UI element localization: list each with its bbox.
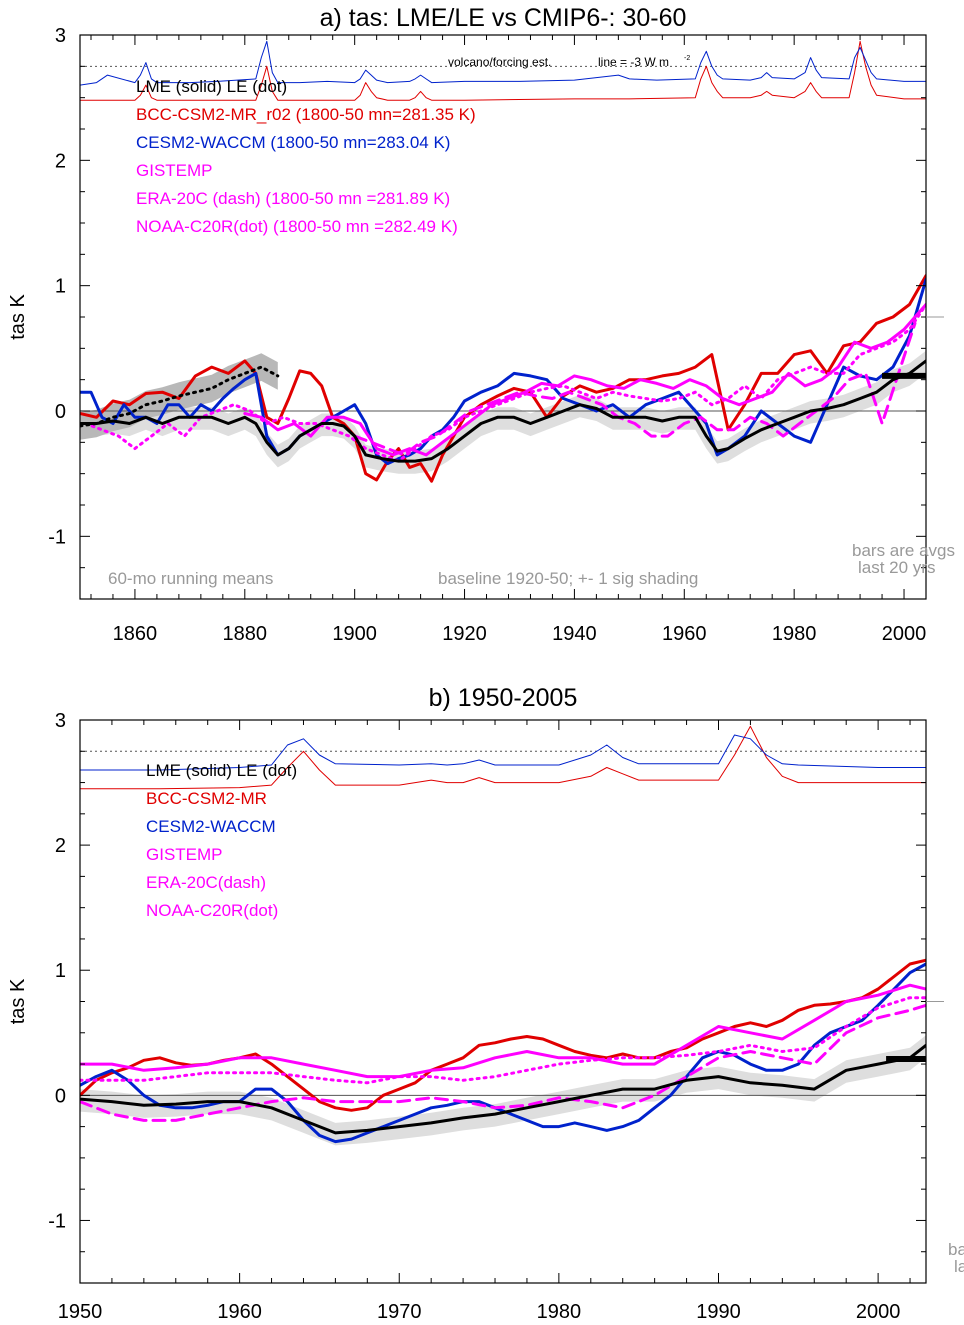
forcing-line-label-sup: -2 — [684, 55, 690, 62]
x-tick-label: 1920 — [442, 623, 487, 645]
series-gistemp — [80, 983, 926, 1079]
panel-a: -1 0 1 2 3 1860 1880 1900 1920 1940 1960 1980 2000 a)… — [7, 4, 955, 645]
y-tick-label: 1 — [55, 960, 66, 982]
bars-note: last 20 yrs — [858, 558, 935, 577]
x-tick-label: 2000 — [856, 1301, 901, 1323]
series-lme — [80, 359, 926, 463]
legend-entry: BCC-CSM2-MR_r02 (1800-50 mn=281.35 K) — [136, 105, 476, 124]
panel-b: -1 0 1 2 3 1950 1960 1970 1980 1990 2000 b) 1950-20… — [7, 684, 964, 1323]
legend-entry: ERA-20C(dash) — [146, 873, 266, 892]
legend-entry: CESM2-WACCM — [146, 817, 276, 836]
plot-area — [80, 40, 926, 483]
chart-title: b) 1950-2005 — [429, 684, 578, 712]
y-tick-label: 2 — [55, 150, 66, 172]
legend-entry: GISTEMP — [146, 845, 223, 864]
x-tick-label: 1960 — [662, 623, 707, 645]
bars-note: la — [954, 1257, 964, 1276]
legend-entry: BCC-CSM2-MR — [146, 789, 267, 808]
legend-entry: LME (solid) LE (dot) — [146, 761, 297, 780]
y-axis-label: tas K — [7, 294, 29, 340]
legend-entry: ERA-20C (dash) (1800-50 mn =281.89 K) — [136, 189, 450, 208]
y-tick-label: 2 — [55, 835, 66, 857]
x-tick-label: 1900 — [332, 623, 377, 645]
series-noaa-c20r — [80, 996, 926, 1085]
legend-entry: NOAA-C20R(dot) (1800-50 mn =282.49 K) — [136, 217, 458, 236]
y-tick-label: 1 — [55, 276, 66, 298]
series-forcing-bcc-volcano-est — [80, 725, 926, 790]
series-gistemp — [243, 303, 926, 457]
bars-note: ba — [948, 1240, 964, 1259]
forcing-line-label: line = -3 W m — [598, 55, 669, 69]
lme-spread-band — [80, 1035, 926, 1146]
x-tick-label: 1970 — [377, 1301, 422, 1323]
series-noaa-c20r — [84, 303, 926, 463]
series-le — [80, 365, 280, 428]
y-tick-label: 0 — [55, 401, 66, 423]
x-tick-label: 1950 — [58, 1301, 103, 1323]
series-forcing-bcc-volcano-est — [80, 40, 926, 101]
x-tick-label: 1990 — [696, 1301, 741, 1323]
y-tick-label: -1 — [48, 1210, 66, 1232]
x-tick-label: 1860 — [113, 623, 158, 645]
x-tick-label: 1940 — [552, 623, 597, 645]
volcano-forcing-label: volcano/forcing est. — [448, 55, 551, 69]
x-tick-label: 1980 — [772, 623, 817, 645]
series-era-20c — [80, 1003, 926, 1122]
y-tick-label: 0 — [55, 1085, 66, 1107]
series-era-20c — [353, 321, 917, 457]
series-lme — [80, 1043, 926, 1135]
legend-entry: LME (solid) LE (dot) — [136, 77, 287, 96]
series-bcc-csm2-mr-r02 — [80, 274, 926, 483]
y-axis-label: tas K — [7, 978, 29, 1024]
x-tick-label: 1980 — [537, 1301, 582, 1323]
x-tick-label: 2000 — [882, 623, 927, 645]
x-tick-label: 1960 — [217, 1301, 262, 1323]
bars-note: bars are avgs — [852, 541, 955, 560]
series-forcing-cesm-volcano-est — [80, 734, 926, 771]
chart-title: a) tas: LME/LE vs CMIP6-: 30-60 — [320, 4, 687, 32]
legend-entry: GISTEMP — [136, 161, 213, 180]
y-tick-label: -1 — [48, 526, 66, 548]
x-tick-label: 1880 — [223, 623, 268, 645]
legend-entry: CESM2-WACCM (1800-50 mn=283.04 K) — [136, 133, 450, 152]
y-tick-label: 3 — [55, 710, 66, 732]
baseline-note: baseline 1920-50; +- 1 sig shading — [438, 569, 698, 588]
series-forcing-cesm-volcano-est — [80, 40, 926, 86]
legend-entry: NOAA-C20R(dot) — [146, 901, 278, 920]
running-means-note: 60-mo running means — [108, 569, 273, 588]
y-tick-label: 3 — [55, 25, 66, 47]
plot-area — [80, 725, 926, 1146]
